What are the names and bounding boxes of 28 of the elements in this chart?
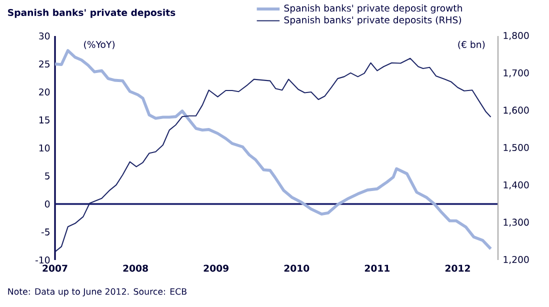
y-tick-label: 25	[39, 60, 50, 68]
y2-axis-title: (€ bn)	[458, 40, 485, 50]
y-tick-label: 5	[45, 172, 50, 180]
y2-tick-label: 1,200	[504, 256, 529, 264]
x-tick-label: 2010	[284, 264, 310, 272]
x-tick-label: 2008	[123, 264, 148, 272]
y2-tick-label: 1,600	[504, 106, 529, 115]
y2-tick-label: 1,500	[504, 144, 529, 152]
legend-label: Spanish banks' private deposit growth	[284, 4, 462, 14]
y-tick-label: 20	[39, 88, 50, 96]
x-tick-label: 2012	[445, 264, 470, 272]
y-tick-label: 10	[39, 144, 50, 152]
chart-title: Spanish banks' private deposits	[8, 8, 176, 18]
y-axis-title: (%YoY)	[84, 40, 115, 50]
legend-label: Spanish banks' private deposits (RHS)	[284, 16, 462, 26]
x-tick-label: 2007	[42, 264, 68, 272]
x-tick-label: 2009	[204, 264, 228, 272]
text: Note: Data up to June 2012. Source: ECB	[8, 288, 186, 296]
y2-tick-label: 1,300	[504, 218, 529, 227]
y-tick-label: 0	[44, 200, 50, 208]
y-tick-label: 15	[39, 116, 50, 124]
y-tick-label: -5	[41, 228, 50, 236]
y-tick-label: -10	[36, 256, 50, 264]
y-tick-label: 30	[39, 32, 50, 40]
y2-tick-label: 1,700	[504, 69, 529, 78]
x-tick-label: 2011	[364, 264, 390, 272]
y2-tick-label: 1,400	[504, 181, 529, 190]
y2-tick-label: 1,800	[504, 32, 529, 40]
